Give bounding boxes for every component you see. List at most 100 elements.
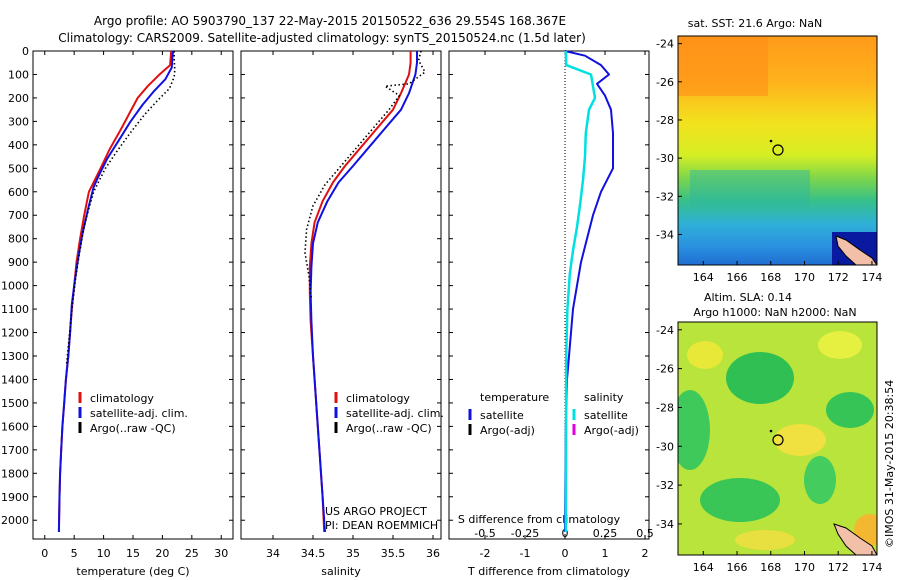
legend-title: salinity: [584, 391, 624, 404]
x-tick-label: 30: [214, 547, 228, 560]
map-y-tick-label: -26: [656, 363, 674, 376]
legend-title: temperature: [480, 391, 549, 404]
y-tick-label: 2000: [1, 514, 29, 527]
map-x-tick-label: 164: [693, 561, 714, 574]
series-line-satellite-adj-clim-: [309, 51, 418, 533]
header-line2: Climatology: CARS2009. Satellite-adjuste…: [58, 31, 586, 45]
x2-tick-label: 0.5: [636, 527, 654, 540]
map-x-tick-label: 172: [828, 271, 849, 284]
series-line-argo-raw-qc-: [65, 51, 176, 366]
map-y-tick-label: -32: [656, 479, 674, 492]
map-y-tick-label: -34: [656, 228, 674, 241]
sla-feature: [700, 478, 780, 522]
x-tick-label: 20: [155, 547, 169, 560]
land-icon: [835, 235, 877, 265]
x2-tick-label: 0: [562, 527, 569, 540]
sla-feature: [826, 392, 874, 428]
project-line1: US ARGO PROJECT: [325, 505, 427, 518]
series-line-climatology: [57, 50, 173, 533]
legend-label: climatology: [90, 392, 154, 405]
y-tick-label: 300: [8, 115, 29, 128]
legend-label: satellite-adj. clim.: [346, 407, 444, 420]
map-y-tick-label: -28: [656, 401, 674, 414]
y-tick-label: 1200: [1, 327, 29, 340]
x-tick-label: 25: [185, 547, 199, 560]
map-y-tick-label: -32: [656, 190, 674, 203]
imos-timestamp: ©IMOS 31-May-2015 20:38:54: [883, 380, 896, 548]
legend-label: satellite: [480, 409, 524, 422]
x-axis-label: temperature (deg C): [76, 565, 189, 578]
y-tick-label: 800: [8, 233, 29, 246]
salinity-plot-frame: [240, 50, 442, 540]
map-x-tick-label: 170: [794, 271, 815, 284]
y-tick-label: 1600: [1, 420, 29, 433]
map-y-tick-label: -26: [656, 76, 674, 89]
x-tick-label: 0: [41, 547, 48, 560]
project-line2: PI: DEAN ROEMMICH: [325, 519, 438, 532]
header-line1: Argo profile: AO 5903790_137 22-May-2015…: [94, 14, 566, 28]
x-tick-label: 34: [266, 547, 280, 560]
x2-tick-label: -0.25: [511, 527, 539, 540]
sla-feature: [687, 341, 723, 369]
x2-tick-label: 0.25: [593, 527, 618, 540]
float-track-dot: [769, 429, 773, 433]
y-tick-label: 700: [8, 209, 29, 222]
legend-label: Argo(-adj): [480, 424, 535, 437]
sst-map-frame: [677, 35, 878, 266]
y-tick-label: 100: [8, 68, 29, 81]
sla-feature: [735, 530, 795, 550]
salinity-profile-panel: 34 34.5 35 35.5 36 salinity climatology satelli…: [240, 50, 444, 578]
series-line-salinity-satellite: [564, 50, 597, 533]
x2-tick-label: -0.5: [474, 527, 495, 540]
y-tick-label: 200: [8, 92, 29, 105]
sst-map: sat. SST: 21.6 Argo: NaN 164 166 168 170 172…: [656, 17, 882, 284]
x-tick-label: 34.5: [301, 547, 326, 560]
map-x-tick-label: 164: [693, 271, 714, 284]
x-tick-label: 2: [642, 547, 649, 560]
temperature-profile-panel: 0100200300400500600700800900100011001200…: [1, 45, 234, 578]
sst-map-title: sat. SST: 21.6 Argo: NaN: [688, 17, 822, 30]
x-tick-label: 5: [71, 547, 78, 560]
legend-label: Argo(-adj): [584, 424, 639, 437]
x-tick-label: 36: [426, 547, 440, 560]
x-tick-label: 10: [97, 547, 111, 560]
series-line-temperature-satellite: [564, 50, 614, 533]
differences-plot-frame: [448, 50, 650, 540]
difference-profile-panel: -2 -1 0 1 2 T difference from climatology -0.5…: [448, 50, 654, 578]
y-tick-label: 1400: [1, 373, 29, 386]
map-y-tick-label: -34: [656, 518, 674, 531]
sla-map: Altim. SLA: 0.14 Argo h1000: NaN h2000: …: [656, 291, 882, 574]
map-x-tick-label: 166: [727, 561, 748, 574]
map-y-tick-label: -24: [656, 324, 674, 337]
sla-map-title: Altim. SLA: 0.14: [704, 291, 792, 304]
x-tick-label: 35: [346, 547, 360, 560]
sla-feature: [726, 352, 794, 404]
map-y-tick-label: -30: [656, 152, 674, 165]
map-x-tick-label: 168: [760, 561, 781, 574]
y-tick-label: 500: [8, 162, 29, 175]
series-line-climatology: [308, 51, 412, 533]
sla-map-subtitle: Argo h1000: NaN h2000: NaN: [693, 306, 856, 319]
map-x-tick-label: 166: [727, 271, 748, 284]
x-axis-label: salinity: [321, 565, 361, 578]
y-tick-label: 1800: [1, 467, 29, 480]
x-tick-label: -2: [480, 547, 491, 560]
legend-label: Argo(..raw -QC): [90, 422, 176, 435]
sla-feature: [678, 390, 710, 470]
land-icon: [833, 523, 877, 555]
x-tick-label: 0: [562, 547, 569, 560]
map-x-tick-label: 174: [861, 561, 882, 574]
y-tick-label: 400: [8, 139, 29, 152]
map-y-tick-label: -28: [656, 114, 674, 127]
map-x-tick-label: 174: [861, 271, 882, 284]
float-track-dot: [769, 139, 773, 143]
sla-feature: [804, 456, 836, 504]
legend-label: satellite-adj. clim.: [90, 407, 188, 420]
temperature-plot-frame: [32, 50, 234, 540]
x-tick-label: -1: [520, 547, 531, 560]
map-x-tick-label: 172: [828, 561, 849, 574]
legend-label: satellite: [584, 409, 628, 422]
series-line-satellite-adj-clim-: [57, 50, 174, 533]
x2-axis-label: S difference from climatology: [458, 513, 621, 526]
y-tick-label: 1300: [1, 350, 29, 363]
